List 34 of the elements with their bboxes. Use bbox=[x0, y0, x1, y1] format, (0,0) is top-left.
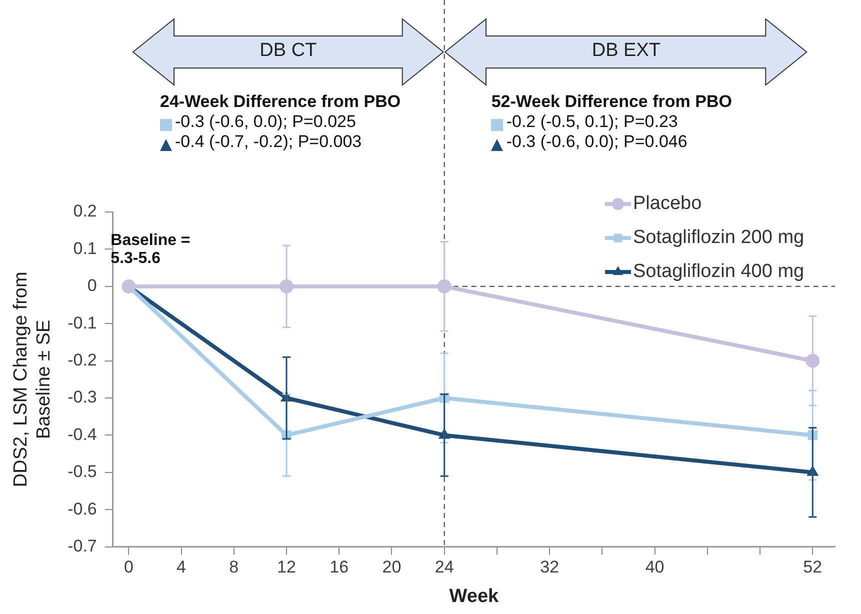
y-tick-label: 0.2 bbox=[73, 202, 97, 221]
x-tick-label: 16 bbox=[330, 558, 349, 577]
y-tick-label: -0.3 bbox=[68, 388, 97, 407]
text: -0.2 (-0.5, 0.1); P=0.23 bbox=[506, 112, 678, 132]
text: DB EXT bbox=[590, 40, 662, 62]
y-tick-label: 0.1 bbox=[73, 238, 97, 258]
x-tick-label: 20 bbox=[382, 558, 402, 577]
annotation: Baseline = 5.3-5.6 bbox=[110, 232, 192, 268]
x-tick-label: 32 bbox=[540, 558, 560, 577]
text: 52-Week Difference from PBO bbox=[491, 92, 732, 112]
text: DB CT bbox=[258, 40, 318, 62]
y-tick-label: -0.4 bbox=[68, 424, 97, 444]
x-tick-label: 0 bbox=[124, 558, 134, 577]
legend-label: Placebo bbox=[633, 193, 702, 214]
text: -0.3 (-0.6, 0.0); P=0.046 bbox=[506, 132, 688, 152]
y-tick-label: -0.1 bbox=[68, 313, 97, 332]
x-axis-title: Week bbox=[449, 586, 500, 607]
y-tick-label: -0.6 bbox=[68, 499, 97, 518]
x-tick-label: 24 bbox=[434, 558, 454, 577]
y-tick-label: -0.2 bbox=[68, 350, 97, 370]
legend-label: Sotagliflozin 400 mg bbox=[633, 261, 804, 282]
text: -0.4 (-0.7, -0.2); P=0.003 bbox=[175, 132, 362, 152]
x-tick-label: 12 bbox=[277, 558, 296, 577]
y-tick-label: -0.7 bbox=[68, 536, 97, 556]
legend-label: Sotagliflozin 200 mg bbox=[633, 227, 804, 248]
text: 24-Week Difference from PBO bbox=[160, 92, 401, 112]
text: -0.3 (-0.6, 0.0); P=0.025 bbox=[175, 112, 356, 132]
x-tick-label: 52 bbox=[803, 558, 822, 577]
x-tick-label: 40 bbox=[645, 558, 664, 577]
y-tick-label: -0.5 bbox=[68, 462, 97, 482]
y-axis-title: DDS2, LSM Change from Baseline ± SE bbox=[10, 272, 54, 488]
x-tick-label: 8 bbox=[229, 558, 239, 577]
y-tick-label: 0 bbox=[87, 276, 97, 296]
x-tick-label: 4 bbox=[176, 558, 186, 577]
